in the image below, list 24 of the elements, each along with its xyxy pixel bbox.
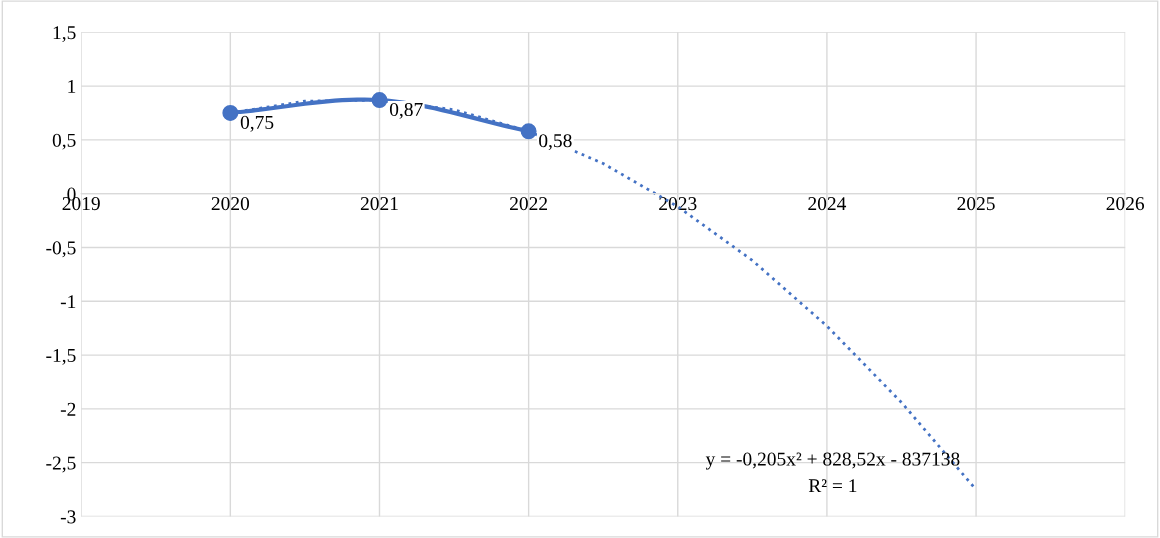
y-tick-label: -0,5 [46, 241, 76, 258]
x-tick-label: 2020 [211, 197, 250, 211]
y-tick-label: 0,5 [52, 133, 76, 150]
data-label: 0,75 [240, 115, 274, 132]
x-tick-label: 2026 [1106, 197, 1145, 211]
x-tick-label: 2024 [808, 197, 847, 211]
annotation: R² = 1 [808, 479, 857, 493]
point [371, 92, 388, 109]
y-tick-label: -2 [60, 402, 76, 416]
y-tick-label: -3 [60, 510, 76, 524]
x-tick-label: 2023 [659, 197, 697, 211]
data-label: 0,87 [389, 102, 423, 119]
y-tick-label: -2,5 [46, 456, 76, 473]
y-tick-label: -1,5 [46, 348, 76, 365]
x-tick-label: 2022 [510, 197, 547, 211]
point [520, 123, 537, 140]
annotation: y = -0,205x² + 828,52x - 837138 [705, 452, 960, 470]
x-tick-label: 2025 [957, 197, 995, 211]
point [222, 105, 239, 121]
y-tick-label: 1,5 [53, 26, 76, 43]
x-tick-label: 2021 [360, 197, 398, 211]
y-tick-label: -1 [60, 295, 76, 309]
data-label: 0,58 [539, 134, 572, 151]
y-tick-label: 1 [68, 79, 76, 93]
